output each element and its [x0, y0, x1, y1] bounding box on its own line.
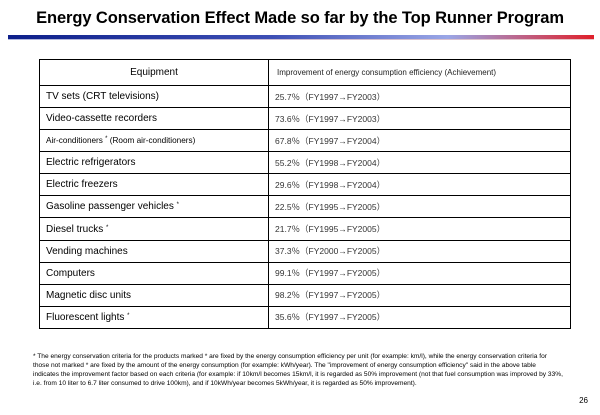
- top-runner-table: Equipment Improvement of energy consumpt…: [39, 59, 571, 330]
- improvement-cell: 67.8％（FY1997→FY2004）: [268, 129, 571, 153]
- improvement-cell: 37.3％（FY2000→FY2005）: [268, 239, 571, 263]
- table-row: Magnetic disc units 98.2％（FY1997→FY2005）: [39, 283, 571, 307]
- equipment-cell: Fluorescent lights *: [39, 305, 269, 330]
- equipment-cell: Electric freezers: [39, 173, 269, 197]
- equipment-cell: TV sets (CRT televisions): [39, 84, 269, 109]
- table-row: Gasoline passenger vehicles * 22.5％（FY19…: [39, 195, 571, 219]
- criteria-mark: *: [106, 224, 109, 231]
- equipment-cell: Vending machines: [39, 239, 269, 263]
- equipment-cell: Electric refrigerators: [39, 151, 269, 175]
- table-header-row: Equipment Improvement of energy consumpt…: [39, 59, 571, 86]
- table-row: Electric refrigerators 55.2％（FY1998→FY20…: [39, 151, 571, 175]
- equipment-cell: Magnetic disc units: [39, 283, 269, 307]
- equipment-cell: Air-conditioners * (Room air-conditioner…: [39, 129, 269, 153]
- criteria-mark: *: [127, 312, 130, 319]
- improvement-cell: 25.7％（FY1997→FY2003）: [268, 84, 571, 109]
- equipment-cell: Diesel trucks *: [39, 217, 269, 241]
- improvement-cell: 29.6％（FY1998→FY2004）: [268, 173, 571, 197]
- improvement-cell: 98.2％（FY1997→FY2005）: [268, 283, 571, 307]
- table-row: Electric freezers 29.6％（FY1998→FY2004）: [39, 173, 571, 197]
- title-divider: [8, 35, 594, 39]
- table-row: Diesel trucks * 21.7％（FY1995→FY2005）: [39, 217, 571, 241]
- equipment-cell: Gasoline passenger vehicles *: [39, 195, 269, 219]
- improvement-cell: 55.2％（FY1998→FY2004）: [268, 151, 571, 175]
- equipment-cell: Computers: [39, 261, 269, 285]
- footnote: * The energy conservation criteria for t…: [33, 353, 563, 387]
- equipment-cell: Video-cassette recorders: [39, 107, 269, 131]
- criteria-mark: *: [176, 202, 179, 209]
- table-row: Vending machines 37.3％（FY2000→FY2005）: [39, 239, 571, 263]
- criteria-mark: *: [105, 136, 108, 143]
- page-number: 26: [579, 396, 588, 405]
- table-row: Air-conditioners * (Room air-conditioner…: [39, 129, 571, 153]
- header-equipment: Equipment: [39, 59, 269, 86]
- table-row: Fluorescent lights * 35.6％（FY1997→FY2005…: [39, 305, 571, 330]
- improvement-cell: 22.5％（FY1995→FY2005）: [268, 195, 571, 219]
- table-row: Video-cassette recorders 73.6％（FY1997→FY…: [39, 107, 571, 131]
- improvement-cell: 21.7％（FY1995→FY2005）: [268, 217, 571, 241]
- title-divider-shadow: [8, 39, 594, 40]
- table-row: TV sets (CRT televisions) 25.7％（FY1997→F…: [39, 84, 571, 109]
- table-row: Computers 99.1％（FY1997→FY2005）: [39, 261, 571, 285]
- improvement-cell: 99.1％（FY1997→FY2005）: [268, 261, 571, 285]
- improvement-cell: 73.6％（FY1997→FY2003）: [268, 107, 571, 131]
- header-improvement: Improvement of energy consumption effici…: [268, 59, 571, 86]
- slide-title: Energy Conservation Effect Made so far b…: [36, 9, 564, 27]
- improvement-cell: 35.6％（FY1997→FY2005）: [268, 305, 571, 330]
